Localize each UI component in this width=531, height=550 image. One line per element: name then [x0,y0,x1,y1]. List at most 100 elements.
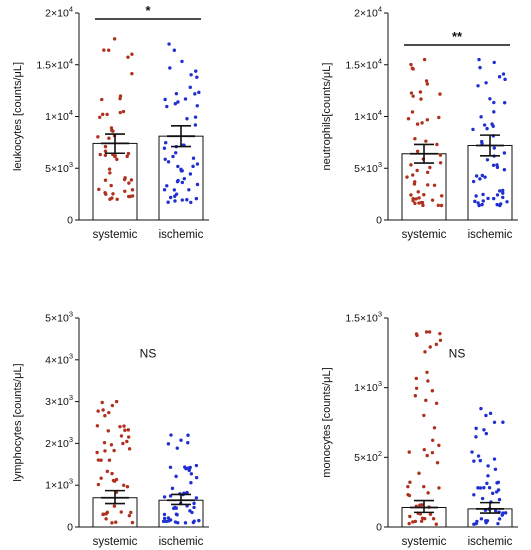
data-point-ischemic [166,442,171,446]
data-point-systemic [420,200,425,205]
data-point-ischemic [495,481,499,485]
data-point-systemic [99,458,103,462]
data-point-systemic [99,476,103,480]
data-point-ischemic [478,458,483,463]
y-tick-label: 1×104 [354,108,382,123]
data-point-systemic [406,484,410,489]
data-point-ischemic [502,100,507,105]
data-point-systemic [108,171,112,175]
data-point-systemic [431,516,436,521]
data-point-ischemic [492,110,496,114]
data-point-ischemic [492,457,497,461]
y-tick-label: 3×103 [45,393,73,408]
data-point-ischemic [174,192,179,196]
data-point-ischemic [168,195,173,200]
data-point-systemic [103,414,107,418]
data-point-systemic [102,440,107,445]
data-point-systemic [427,330,432,334]
data-point-ischemic [180,180,185,185]
data-point-systemic [411,173,415,177]
data-point-ischemic [165,104,169,109]
data-point-systemic [407,450,411,454]
data-point-systemic [103,449,107,453]
data-point-systemic [408,480,412,484]
data-point-systemic [438,153,443,157]
data-point-systemic [118,96,122,101]
data-point-systemic [106,429,110,433]
chart-panel-3: 0 1×103 2×103 3×103 4×103 5×103 systemic ischem… [12,310,209,548]
data-point-ischemic [471,179,476,184]
data-point-ischemic [497,517,502,521]
data-point-systemic [428,165,432,170]
y-tick-label: 5×103 [354,160,382,175]
data-point-ischemic [170,486,175,491]
data-point-systemic [95,424,100,428]
data-point-systemic [411,94,415,98]
data-point-systemic [130,71,134,76]
y-tick-label: 2×104 [45,5,73,20]
data-point-systemic [405,175,409,179]
data-point-systemic [126,151,131,156]
y-tick-label: 5×102 [354,449,382,464]
data-point-ischemic [501,420,505,424]
data-point-systemic [430,438,435,442]
data-point-ischemic [496,521,500,526]
data-point-ischemic [482,428,486,432]
data-point-systemic [122,483,126,488]
data-point-systemic [422,193,426,197]
data-point-ischemic [162,146,167,150]
y-tick-label: 1×103 [354,379,382,394]
data-point-ischemic [484,413,488,418]
data-point-ischemic [176,100,180,104]
data-point-systemic [418,90,423,94]
data-point-ischemic [478,486,483,490]
data-point-systemic [426,379,430,383]
data-point-ischemic [195,182,200,187]
data-point-ischemic [162,495,167,499]
data-point-ischemic [474,521,478,526]
y-tick-label: 0 [67,215,73,227]
data-point-ischemic [162,516,167,521]
data-point-systemic [118,110,122,115]
data-point-systemic [122,424,126,428]
significance-label: ** [452,29,463,44]
data-point-ischemic [488,411,493,416]
data-point-ischemic [490,122,494,126]
data-point-ischemic [195,162,200,166]
data-point-ischemic [498,203,502,208]
data-point-ischemic [189,472,194,476]
data-point-systemic [103,153,108,157]
data-point-ischemic [167,42,171,46]
y-axis-label: neutrophils[counts/μL] [321,63,333,171]
data-point-ischemic [485,158,490,162]
data-point-ischemic [173,102,178,106]
data-point-systemic [406,117,411,121]
data-point-ischemic [164,140,168,145]
data-point-ischemic [476,454,481,458]
data-point-ischemic [495,202,499,207]
data-point-ischemic [187,188,191,192]
data-point-systemic [422,413,426,418]
data-point-ischemic [491,163,496,168]
data-point-ischemic [183,465,187,469]
y-tick-label: 1.5×103 [345,310,382,325]
data-point-ischemic [194,475,199,480]
data-point-ischemic [502,151,507,155]
data-point-ischemic [487,486,492,490]
data-point-systemic [407,521,411,526]
data-point-ischemic [479,517,484,521]
data-point-ischemic [503,77,507,82]
data-point-ischemic [180,169,184,173]
data-point-systemic [122,177,127,182]
data-point-systemic [107,167,112,171]
data-point-ischemic [189,480,193,485]
data-point-systemic [107,458,112,462]
data-point-ischemic [163,157,167,162]
data-point-systemic [425,170,430,175]
x-tick-label: ischemic [468,536,513,548]
data-point-systemic [432,183,437,187]
data-point-systemic [438,338,443,342]
data-point-ischemic [192,501,196,506]
data-point-systemic [437,115,441,120]
data-point-systemic [415,122,420,126]
